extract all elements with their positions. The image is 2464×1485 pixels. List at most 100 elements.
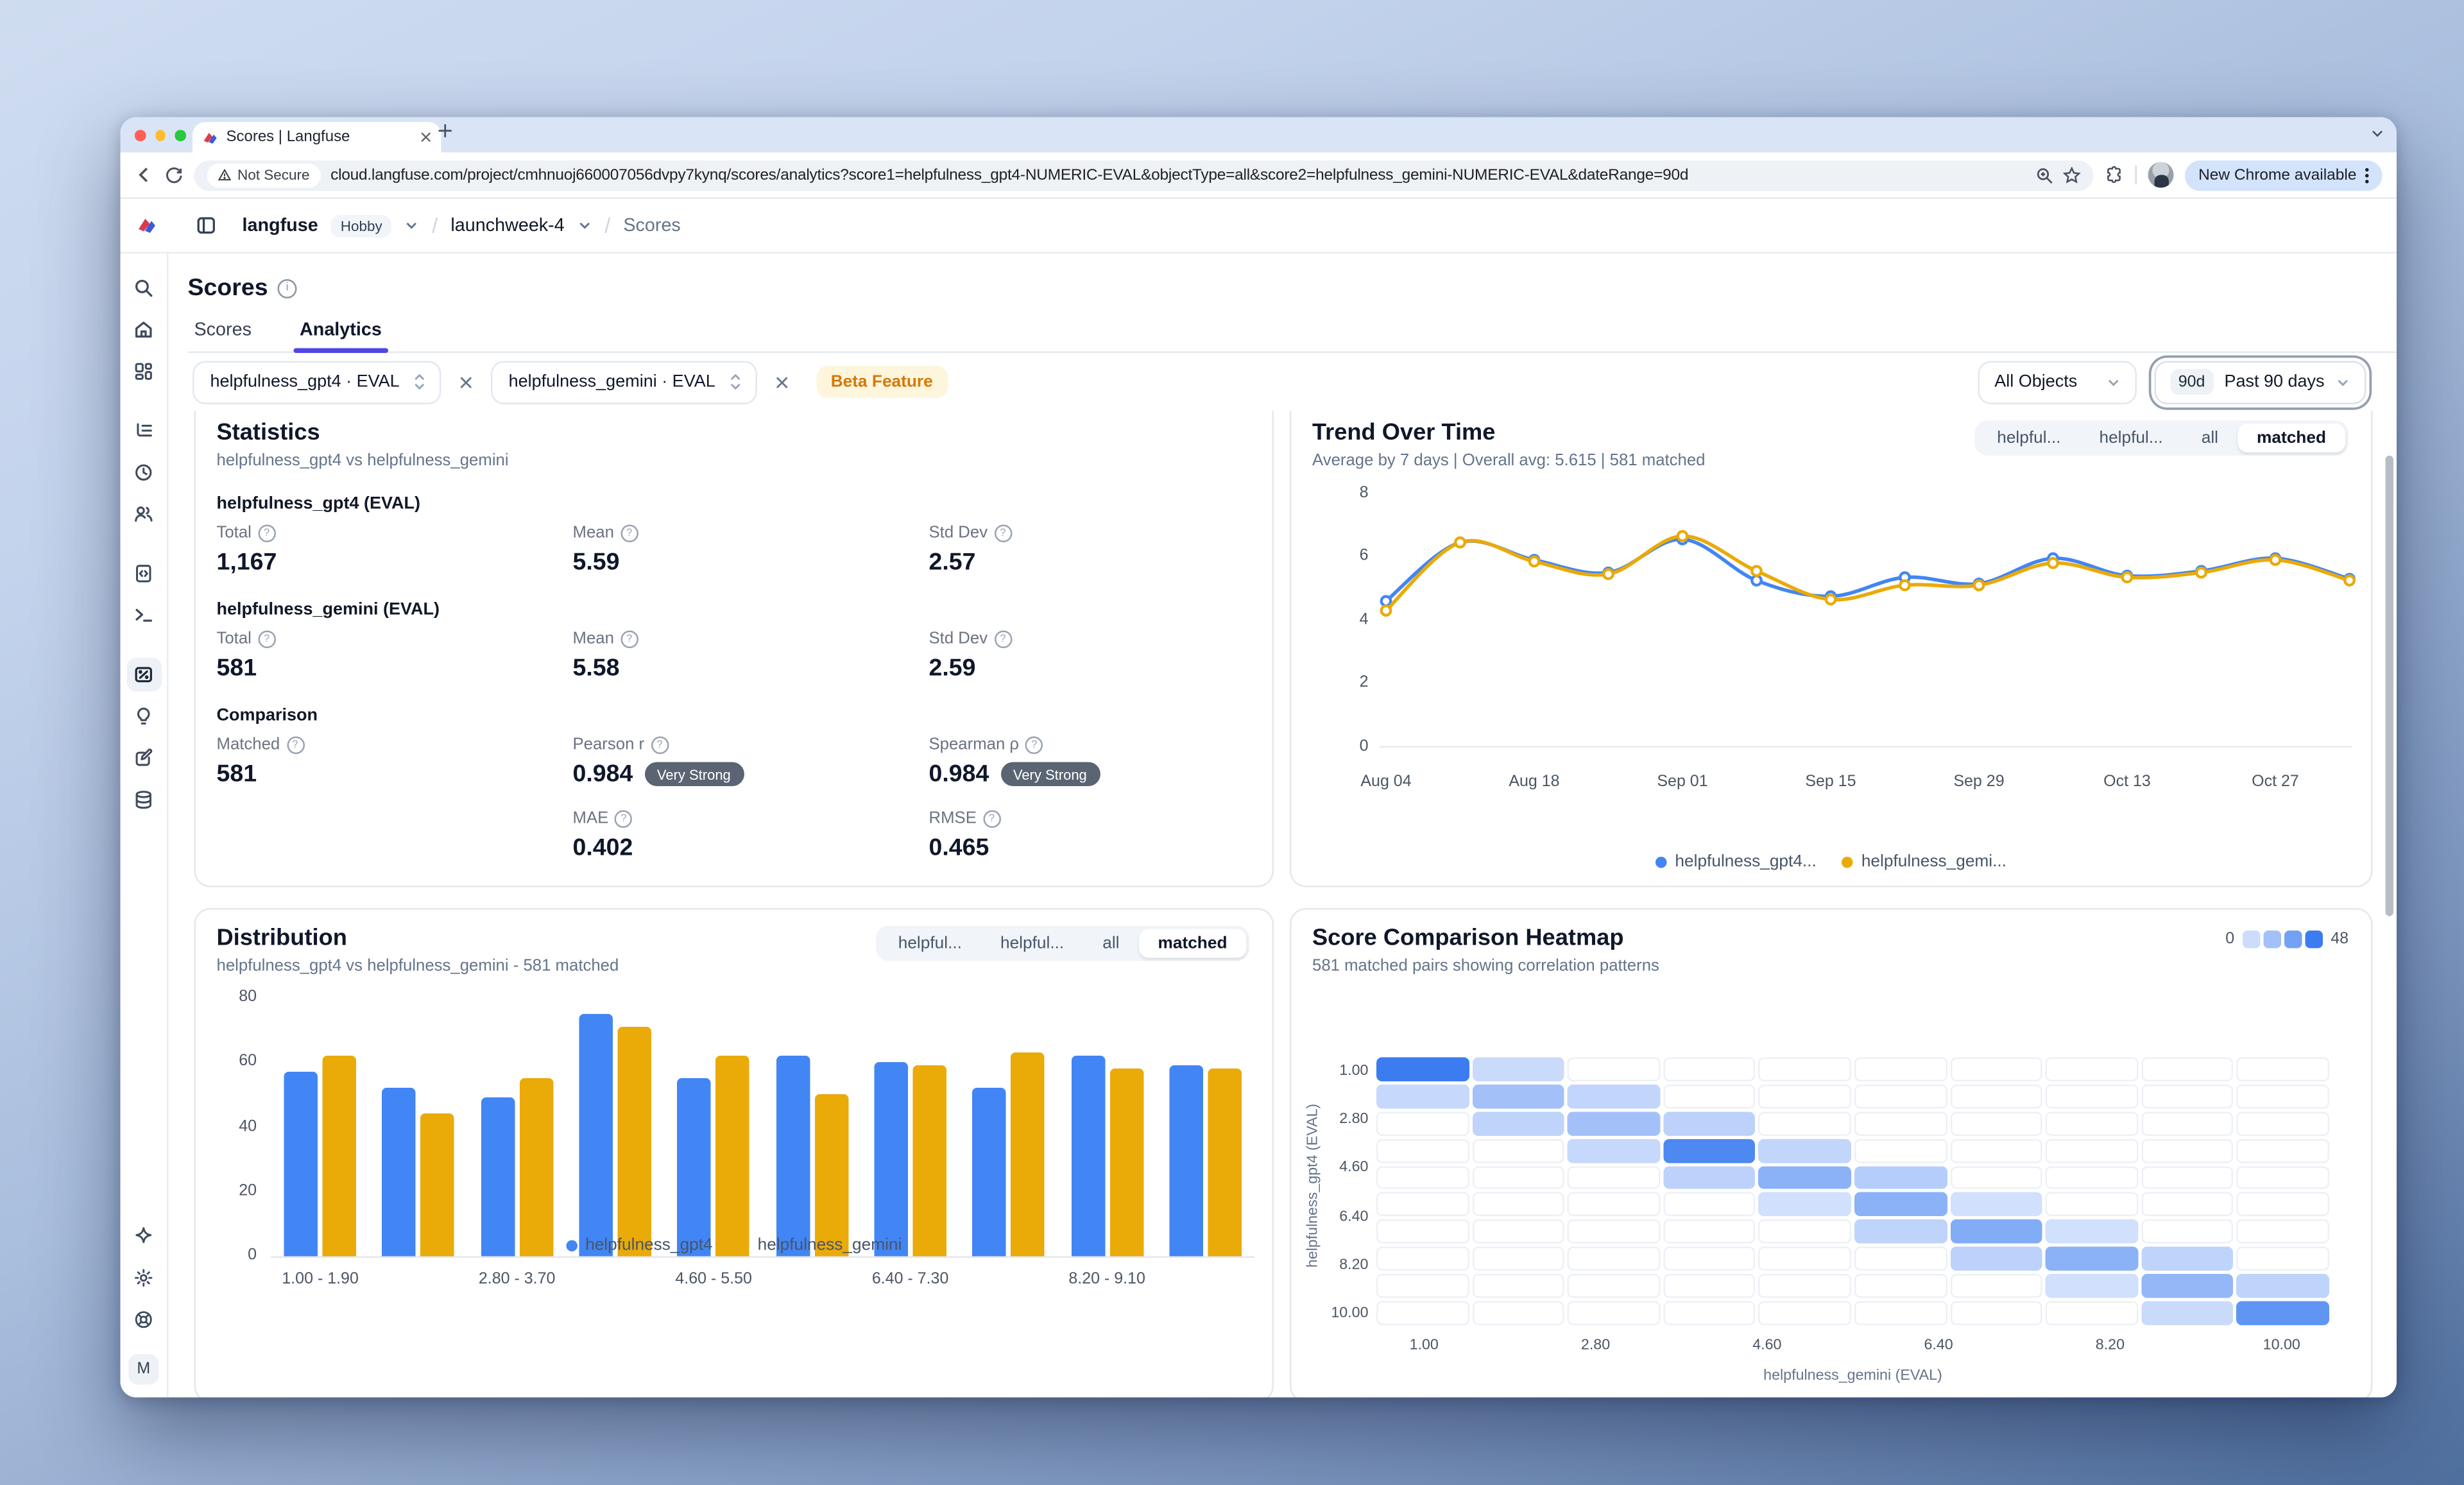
heatmap-cell[interactable] — [1471, 1165, 1564, 1190]
zoom-in-icon[interactable] — [2037, 166, 2055, 184]
bar[interactable] — [677, 1078, 712, 1257]
filter-option[interactable]: helpful... — [981, 929, 1083, 958]
heatmap-cell[interactable] — [1376, 1084, 1469, 1108]
heatmap-cell[interactable] — [1376, 1301, 1469, 1325]
heatmap-cell[interactable] — [1376, 1057, 1469, 1081]
heatmap-cell[interactable] — [1567, 1301, 1660, 1325]
search-icon[interactable] — [126, 271, 161, 305]
chrome-update-pill[interactable]: New Chrome available — [2186, 159, 2383, 191]
filter-option[interactable]: helpful... — [879, 929, 981, 958]
heatmap-cell[interactable] — [2045, 1274, 2138, 1298]
heatmap-cell[interactable] — [1663, 1247, 1756, 1271]
heatmap-cell[interactable] — [1949, 1084, 2042, 1108]
heatmap-cell[interactable] — [1471, 1192, 1564, 1217]
close-tab-icon[interactable] — [420, 132, 432, 143]
new-tab-button[interactable] — [438, 124, 453, 139]
heatmap-cell[interactable] — [1376, 1192, 1469, 1217]
filter-option[interactable]: matched — [1138, 929, 1247, 958]
maximize-window-button[interactable] — [175, 130, 185, 141]
bar-group[interactable] — [959, 998, 1057, 1257]
support-lifebuoy-icon[interactable] — [126, 1303, 161, 1337]
heatmap-cell[interactable] — [1949, 1057, 2042, 1081]
heatmap-cell[interactable] — [1567, 1138, 1660, 1163]
bar-group[interactable] — [370, 998, 468, 1257]
heatmap-cell[interactable] — [1758, 1219, 1851, 1244]
close-window-button[interactable] — [135, 130, 146, 141]
user-avatar[interactable]: M — [128, 1354, 159, 1385]
dashboards-icon[interactable] — [126, 355, 161, 389]
heatmap-cell[interactable] — [1663, 1219, 1756, 1244]
bar-group[interactable] — [763, 998, 861, 1257]
sidebar-toggle-icon[interactable] — [196, 215, 217, 236]
heatmap-cell[interactable] — [1663, 1192, 1756, 1217]
datasets-database-icon[interactable] — [126, 783, 161, 817]
bar[interactable] — [382, 1088, 416, 1257]
filter-option[interactable]: matched — [2237, 424, 2345, 452]
heatmap-cell[interactable] — [1567, 1192, 1660, 1217]
address-bar[interactable]: Not Secure cloud.langfuse.com/project/cm… — [194, 159, 2094, 191]
heatmap-cell[interactable] — [2141, 1247, 2234, 1271]
heatmap-cell[interactable] — [1949, 1111, 2042, 1136]
heatmap-cell[interactable] — [1854, 1165, 1947, 1190]
heatmap-cell[interactable] — [1471, 1301, 1564, 1325]
heatmap-cell[interactable] — [1376, 1219, 1469, 1244]
refresh-icon[interactable] — [166, 166, 184, 184]
score-filter-chip[interactable]: helpfulness_gemini · EVAL — [491, 360, 757, 404]
not-secure-chip[interactable]: Not Secure — [207, 162, 321, 187]
bar[interactable] — [776, 1056, 810, 1257]
page-info-icon[interactable]: i — [277, 278, 297, 298]
heatmap-cell[interactable] — [1854, 1111, 1947, 1136]
tab-search-chevron-icon[interactable] — [2371, 127, 2384, 140]
heatmap-cell[interactable] — [1663, 1301, 1756, 1325]
heatmap-cell[interactable] — [1949, 1165, 2042, 1190]
heatmap-cell[interactable] — [1949, 1247, 2042, 1271]
heatmap-cell[interactable] — [2141, 1301, 2234, 1325]
heatmap-cell[interactable] — [2236, 1274, 2329, 1298]
heatmap-cell[interactable] — [1758, 1084, 1851, 1108]
heatmap-cell[interactable] — [2236, 1165, 2329, 1190]
annotation-pen-icon[interactable] — [126, 741, 161, 775]
heatmap-cell[interactable] — [1758, 1247, 1851, 1271]
bar[interactable] — [284, 1072, 318, 1257]
heatmap-cell[interactable] — [1376, 1247, 1469, 1271]
heatmap-cell[interactable] — [1854, 1247, 1947, 1271]
heatmap-cell[interactable] — [1471, 1247, 1564, 1271]
heatmap-cell[interactable] — [1471, 1057, 1564, 1081]
bar-group[interactable] — [271, 998, 370, 1257]
heatmap-cell[interactable] — [2236, 1219, 2329, 1244]
object-type-select[interactable]: All Objects — [1978, 360, 2137, 404]
org-name[interactable]: langfuse — [242, 216, 318, 236]
date-range-select[interactable]: 90d Past 90 days — [2154, 360, 2366, 404]
bar-group[interactable] — [664, 998, 762, 1257]
bar-group[interactable] — [1156, 998, 1254, 1257]
heatmap-cell[interactable] — [2141, 1219, 2234, 1244]
heatmap-cell[interactable] — [2045, 1084, 2138, 1108]
heatmap-cell[interactable] — [2141, 1165, 2234, 1190]
heatmap-cell[interactable] — [2141, 1138, 2234, 1163]
heatmap-cell[interactable] — [1376, 1138, 1469, 1163]
filter-option[interactable]: all — [2182, 424, 2237, 452]
settings-gear-icon[interactable] — [126, 1261, 161, 1295]
heatmap-cell[interactable] — [1949, 1192, 2042, 1217]
heatmap-cell[interactable] — [2141, 1057, 2234, 1081]
heatmap-cell[interactable] — [1376, 1274, 1469, 1298]
heatmap-cell[interactable] — [1376, 1165, 1469, 1190]
heatmap-cell[interactable] — [1567, 1165, 1660, 1190]
heatmap-cell[interactable] — [2236, 1301, 2329, 1325]
project-chevron-icon[interactable] — [578, 218, 592, 233]
evaluators-lightbulb-icon[interactable] — [126, 700, 161, 734]
heatmap-cell[interactable] — [2141, 1084, 2234, 1108]
heatmap-cell[interactable] — [2045, 1192, 2138, 1217]
heatmap-cell[interactable] — [2045, 1057, 2138, 1081]
org-chevron-icon[interactable] — [405, 218, 420, 233]
remove-filter-icon[interactable] — [771, 372, 792, 393]
bar[interactable] — [617, 1027, 652, 1257]
heatmap-cell[interactable] — [1758, 1301, 1851, 1325]
bar[interactable] — [912, 1065, 946, 1257]
bar[interactable] — [481, 1097, 515, 1257]
home-icon[interactable] — [126, 313, 161, 347]
heatmap-cell[interactable] — [2045, 1165, 2138, 1190]
heatmap-cell[interactable] — [1471, 1138, 1564, 1163]
heatmap-cell[interactable] — [1663, 1111, 1756, 1136]
heatmap-cell[interactable] — [1854, 1084, 1947, 1108]
